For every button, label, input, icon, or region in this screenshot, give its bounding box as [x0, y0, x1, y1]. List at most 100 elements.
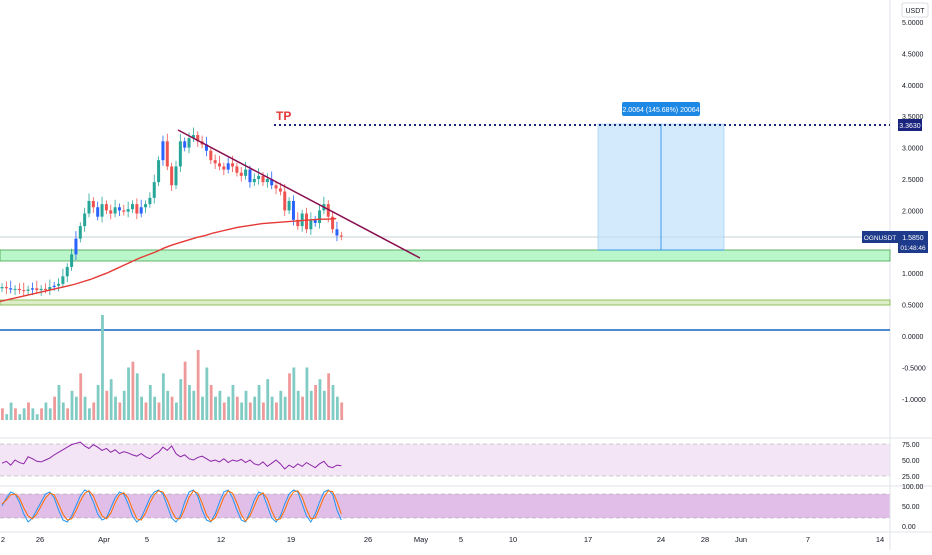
volume-bar — [248, 402, 252, 420]
volume-bar — [166, 390, 170, 420]
volume-bar — [140, 396, 143, 420]
time-axis-label: 12 — [217, 535, 225, 544]
time-axis-label: 19 — [287, 535, 295, 544]
candle-body — [265, 179, 269, 183]
candle-body — [139, 207, 143, 214]
candle-body — [339, 235, 343, 237]
volume-bar — [88, 408, 91, 420]
candle-body — [261, 175, 265, 183]
volume-bar — [218, 390, 222, 420]
candle-body — [305, 213, 308, 230]
candle-body — [326, 204, 330, 217]
symbol-tag — [862, 231, 898, 243]
candle-body — [296, 219, 300, 227]
time-axis-label: 5 — [145, 535, 149, 544]
price-range-measure[interactable]: 2.0064 (145.68%) 20064 — [597, 102, 725, 251]
stoch-k-line — [1, 489, 342, 523]
moving-average-line — [0, 217, 337, 303]
volume-bar — [83, 396, 87, 420]
volume-bar — [70, 390, 74, 420]
volume-bar — [270, 396, 274, 420]
price-axis-label: -0.5000 — [902, 365, 926, 372]
volume-bar — [244, 390, 248, 420]
time-axis-label: Apr — [98, 535, 110, 544]
volume-bar — [79, 373, 83, 420]
rsi-axis[interactable]: 75.00 50.00 25.00 — [902, 442, 920, 481]
rsi-axis-label: 50.00 — [902, 458, 920, 465]
volume-bar — [305, 367, 309, 420]
support-zone-main[interactable] — [0, 249, 891, 262]
candle-body — [144, 204, 148, 208]
volume-bar — [214, 396, 217, 420]
price-axis-label: 0.0000 — [902, 334, 924, 341]
candle-body — [61, 276, 65, 284]
candle-body — [87, 200, 91, 214]
candle-body — [39, 288, 43, 291]
candle-body — [283, 191, 287, 211]
volume-bar — [105, 390, 109, 420]
tp-price-label: 3.3630 — [899, 123, 921, 130]
candle-body — [270, 179, 274, 186]
candle-body — [161, 141, 165, 161]
time-axis[interactable]: 2 26 Apr 5 12 19 26 May 5 10 17 24 28 Jun 7 14 — [1, 535, 884, 544]
candle-body — [157, 160, 161, 183]
volume-bar — [283, 396, 287, 420]
volume-bar — [201, 396, 204, 420]
candle-body — [222, 166, 226, 170]
volume-bar — [1, 408, 4, 420]
volume-bar — [5, 414, 9, 420]
candle-body — [48, 287, 52, 290]
stoch-band — [0, 494, 890, 518]
descending-trendline[interactable] — [177, 129, 421, 259]
candle-body — [83, 213, 87, 227]
currency-badge[interactable]: USDT — [905, 8, 925, 15]
time-axis-label: 2 — [1, 535, 5, 544]
volume-bar — [31, 408, 35, 420]
candle-body — [335, 229, 339, 236]
candle-body — [231, 163, 235, 167]
stoch-axis[interactable]: 100.00 50.00 0.00 — [902, 484, 924, 531]
volume-bar — [192, 390, 196, 420]
candle-body — [44, 288, 47, 290]
candle-body — [309, 219, 313, 230]
measure-label: 2.0064 (145.68%) 20064 — [622, 107, 699, 114]
candle-body — [35, 288, 39, 291]
tp-label: TP — [276, 109, 291, 123]
candle-body — [183, 141, 187, 148]
volume-bar — [109, 379, 113, 420]
candle-body — [100, 204, 104, 217]
volume-bar — [114, 396, 117, 420]
volume-bar — [331, 385, 335, 420]
rsi-band — [0, 444, 890, 476]
volume-bar — [153, 396, 157, 420]
volume-bar — [231, 385, 235, 420]
volume-bar — [53, 396, 56, 420]
volume-bar — [179, 379, 183, 420]
time-axis-label: 14 — [876, 535, 884, 544]
volume-bar — [335, 396, 339, 420]
volume-bar — [253, 396, 257, 420]
candle-body — [274, 185, 278, 189]
time-axis-label: 28 — [701, 535, 709, 544]
candle-body — [9, 288, 13, 290]
volume-bar — [9, 402, 13, 420]
candle-body — [4, 287, 8, 289]
volume-bar — [35, 414, 39, 420]
volume-bar — [292, 367, 296, 420]
volume-bar — [262, 402, 265, 420]
volume-bar — [257, 385, 261, 420]
price-axis-label: 4.5000 — [902, 51, 924, 58]
price-axis[interactable]: 5.0000 4.5000 4.0000 3.5000 3.0000 2.5000 2.00… — [902, 20, 926, 404]
volume-bar — [209, 385, 213, 420]
candle-body — [26, 289, 30, 291]
tp-price-tag — [898, 119, 922, 131]
candle-body — [117, 207, 121, 211]
candle-body — [244, 169, 248, 176]
volume-bar — [101, 315, 104, 420]
support-zone-lower[interactable] — [0, 299, 891, 306]
price-axis-label: 2.0000 — [902, 208, 924, 215]
price-axis-label: 3.0000 — [902, 146, 924, 153]
candle-body — [218, 163, 221, 167]
